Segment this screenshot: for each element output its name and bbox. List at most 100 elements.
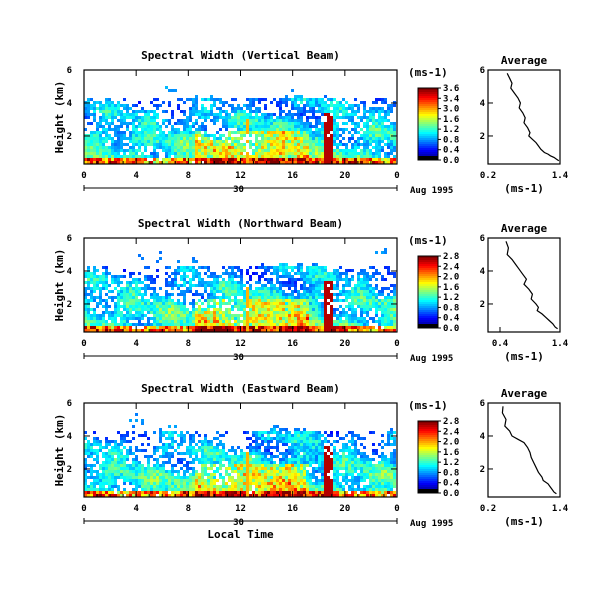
- heatmap-cell: [384, 113, 387, 116]
- heatmap-cell: [210, 272, 213, 275]
- heatmap-cell: [363, 326, 366, 329]
- heatmap-cell: [177, 329, 180, 332]
- heatmap-cell: [138, 311, 141, 314]
- heatmap-cell: [231, 491, 234, 494]
- heatmap-cell: [186, 131, 189, 134]
- heatmap-cell: [129, 467, 132, 470]
- heatmap-cell: [174, 272, 177, 275]
- colorbar-tick-label: 2.4: [443, 262, 460, 272]
- heatmap-cell: [195, 329, 198, 332]
- heatmap-cell: [141, 293, 144, 296]
- heatmap-cell: [378, 293, 381, 296]
- heatmap-cell: [222, 458, 225, 461]
- heatmap-cell: [270, 494, 273, 497]
- heatmap-cell: [267, 158, 270, 161]
- heatmap-cell: [87, 143, 90, 146]
- heatmap-cell: [270, 119, 273, 122]
- colorbar-unit: (ms-1): [408, 66, 448, 79]
- heatmap-cell: [306, 146, 309, 149]
- heatmap-cell: [147, 473, 150, 476]
- heatmap-cell: [381, 290, 384, 293]
- heatmap-cell: [213, 146, 216, 149]
- heatmap-cell: [234, 113, 237, 116]
- heatmap-cell: [327, 317, 330, 320]
- heatmap-cell: [174, 275, 177, 278]
- heatmap-cell: [264, 266, 267, 269]
- heatmap-cell: [111, 476, 114, 479]
- heatmap-cell: [192, 323, 195, 326]
- heatmap-cell: [312, 305, 315, 308]
- heatmap-cell: [222, 134, 225, 137]
- heatmap-cell: [147, 128, 150, 131]
- heatmap-cell: [102, 299, 105, 302]
- heatmap-cell: [120, 116, 123, 119]
- heatmap-cell: [369, 317, 372, 320]
- heatmap-cell: [294, 137, 297, 140]
- heatmap-cell: [279, 107, 282, 110]
- heatmap-cell: [147, 113, 150, 116]
- heatmap-cell: [225, 269, 228, 272]
- heatmap-cell: [384, 302, 387, 305]
- heatmap-cell: [228, 491, 231, 494]
- heatmap-cell: [231, 290, 234, 293]
- heatmap-cell: [375, 140, 378, 143]
- heatmap-cell: [177, 140, 180, 143]
- heatmap-cell: [351, 290, 354, 293]
- heatmap-cell: [234, 296, 237, 299]
- colorbar-tick-label: 0.4: [443, 314, 460, 324]
- heatmap-cell: [159, 473, 162, 476]
- heatmap-cell: [162, 461, 165, 464]
- heatmap-cell: [213, 296, 216, 299]
- heatmap-cell: [330, 320, 333, 323]
- heatmap-cell: [201, 293, 204, 296]
- heatmap-cell: [96, 296, 99, 299]
- heatmap-cell: [333, 311, 336, 314]
- heatmap-cell: [255, 119, 258, 122]
- heatmap-cell: [96, 284, 99, 287]
- heatmap-cell: [285, 98, 288, 101]
- heatmap-cell: [189, 266, 192, 269]
- heatmap-cell: [171, 431, 174, 434]
- colorbar-zero-band: [418, 324, 438, 328]
- heatmap-cell: [84, 158, 87, 161]
- heatmap-cell: [282, 305, 285, 308]
- heatmap-cell: [342, 113, 345, 116]
- heatmap-cell: [84, 308, 87, 311]
- heatmap-cell: [213, 137, 216, 140]
- heatmap-cell: [108, 476, 111, 479]
- heatmap-cell: [261, 461, 264, 464]
- heatmap-cell: [327, 116, 330, 119]
- heatmap-cell: [342, 161, 345, 164]
- heatmap-cell: [183, 125, 186, 128]
- heatmap-cell: [132, 461, 135, 464]
- heatmap-cell: [102, 452, 105, 455]
- heatmap-cell: [207, 158, 210, 161]
- heatmap-cell: [129, 272, 132, 275]
- heatmap-cell: [90, 452, 93, 455]
- heatmap-cell: [204, 137, 207, 140]
- heatmap-cell: [138, 140, 141, 143]
- heatmap-cell: [165, 158, 168, 161]
- heatmap-cell: [255, 449, 258, 452]
- heatmap-cell: [144, 302, 147, 305]
- heatmap-cell: [168, 482, 171, 485]
- heatmap-cell: [282, 266, 285, 269]
- heatmap-cell: [306, 296, 309, 299]
- heatmap-cell: [237, 329, 240, 332]
- heatmap-cell: [330, 134, 333, 137]
- heatmap-cell: [114, 458, 117, 461]
- heatmap-cell: [261, 122, 264, 125]
- heatmap-cell: [219, 284, 222, 287]
- heatmap-cell: [177, 299, 180, 302]
- heatmap-cell: [261, 290, 264, 293]
- heatmap-cell: [282, 284, 285, 287]
- heatmap-cell: [303, 155, 306, 158]
- heatmap-cell: [87, 314, 90, 317]
- heatmap-cell: [366, 326, 369, 329]
- heatmap-cell: [303, 275, 306, 278]
- heatmap-cell: [378, 110, 381, 113]
- heatmap-cell: [393, 275, 396, 278]
- heatmap-cell: [129, 158, 132, 161]
- heatmap-cell: [108, 110, 111, 113]
- heatmap-cell: [195, 161, 198, 164]
